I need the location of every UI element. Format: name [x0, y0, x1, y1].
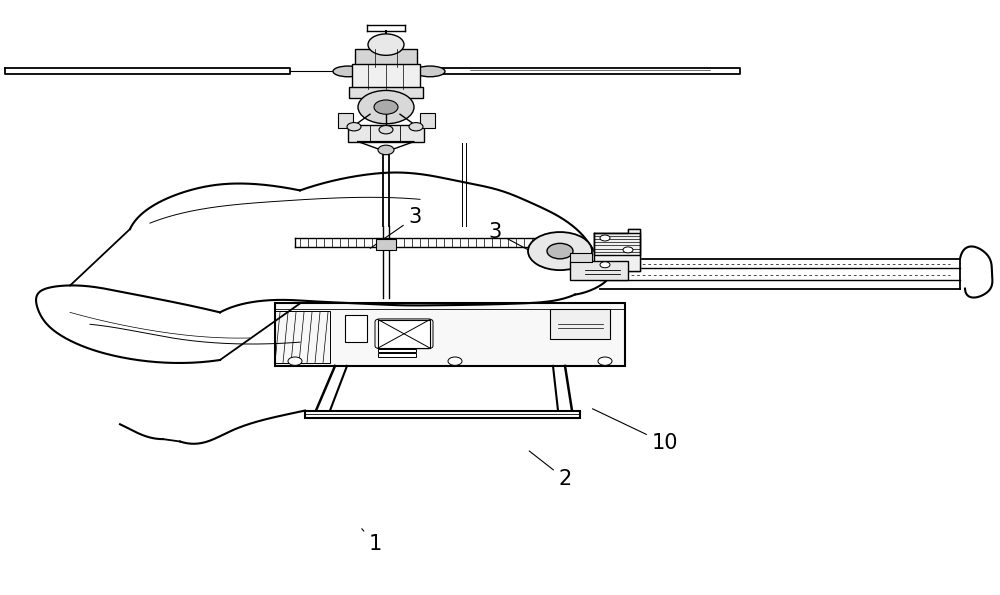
Circle shape	[358, 90, 414, 124]
Circle shape	[547, 243, 573, 259]
Text: 1: 1	[362, 529, 382, 555]
Bar	[378, 349, 416, 352]
Bar	[352, 64, 420, 89]
Bar	[275, 303, 625, 366]
Text: 3: 3	[488, 222, 543, 258]
Polygon shape	[594, 229, 640, 271]
Text: 2: 2	[529, 451, 572, 489]
Circle shape	[368, 34, 404, 55]
Circle shape	[409, 123, 423, 131]
Bar	[348, 125, 424, 142]
Bar	[305, 411, 580, 418]
Ellipse shape	[333, 66, 363, 77]
Bar	[355, 49, 417, 67]
Circle shape	[600, 235, 610, 241]
Bar	[345, 315, 367, 342]
Bar	[420, 113, 435, 128]
Polygon shape	[5, 68, 290, 74]
Circle shape	[347, 123, 361, 131]
Bar	[275, 311, 330, 363]
Bar	[376, 239, 396, 250]
Bar	[570, 261, 628, 280]
Circle shape	[379, 126, 393, 134]
Text: 10: 10	[593, 409, 678, 453]
Text: 3: 3	[370, 207, 422, 248]
Polygon shape	[367, 25, 405, 31]
Ellipse shape	[415, 66, 445, 77]
Bar	[349, 87, 423, 98]
Circle shape	[448, 357, 462, 365]
Circle shape	[288, 357, 302, 365]
Bar	[550, 309, 610, 339]
Circle shape	[623, 247, 633, 253]
Bar	[378, 320, 430, 348]
Bar	[338, 113, 353, 128]
Circle shape	[598, 357, 612, 365]
Bar	[378, 353, 416, 357]
Bar	[570, 253, 592, 262]
Circle shape	[378, 145, 394, 155]
Circle shape	[374, 100, 398, 114]
Bar	[594, 233, 640, 255]
Circle shape	[600, 262, 610, 268]
Circle shape	[528, 232, 592, 270]
Polygon shape	[435, 68, 740, 74]
